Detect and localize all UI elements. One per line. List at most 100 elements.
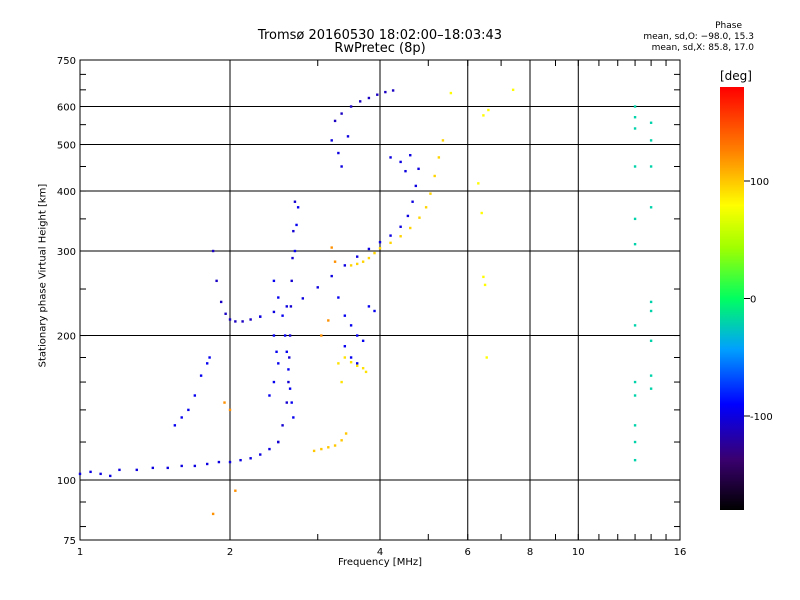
echo-point-e-layer-rise xyxy=(290,279,293,283)
echo-point-upper-f-trace xyxy=(340,112,343,115)
echo-point-mid-echo-cluster xyxy=(343,314,347,317)
echo-point-x-mode-f-trace xyxy=(429,192,432,195)
echo-point-x-mode-mid-cluster xyxy=(340,380,343,384)
echo-point-sparse-column-6mhz xyxy=(480,211,483,215)
echo-point-spread-f-cloud xyxy=(295,223,298,227)
axis-ticks xyxy=(79,59,681,540)
echo-point-x-mode-f-trace xyxy=(378,247,382,250)
echo-point-sparse-column-13mhz xyxy=(633,165,637,168)
y-tick-label: 500 xyxy=(57,141,76,152)
echo-point-x-mode-f-trace xyxy=(424,206,428,209)
echo-point-sparse-column-13mhz xyxy=(633,394,637,397)
echo-point-f-layer-main-trace xyxy=(399,225,402,228)
echo-point-sparse-column-6mhz xyxy=(487,108,490,112)
echo-point-upper-f-cluster xyxy=(346,135,350,138)
echo-point-e-layer-rise xyxy=(288,334,292,337)
echo-point-sparse-column-13mhz xyxy=(633,324,637,327)
echo-point-spread-f-cloud xyxy=(268,394,271,397)
echo-point-f-layer-main-trace xyxy=(406,214,410,218)
echo-point-low-f-patch xyxy=(199,374,203,377)
y-tick-label: 400 xyxy=(57,187,76,198)
echo-point-x-mode-low-trace xyxy=(320,447,323,451)
echo-point-mid-echo-cluster xyxy=(337,296,340,299)
echo-point-upper-f-cluster xyxy=(404,169,407,173)
echo-point-e-layer-trace xyxy=(118,468,121,472)
echo-point-x-mode-mid-cluster xyxy=(337,362,340,365)
echo-point-spread-f-cloud xyxy=(281,314,284,317)
echo-point-e-layer-trace xyxy=(89,470,92,474)
echo-point-isolated-echoes xyxy=(327,319,330,322)
echo-point-e-layer-trace xyxy=(228,460,232,464)
echo-point-x-mode-f-trace xyxy=(409,226,412,230)
echo-point-f1-cusp xyxy=(219,300,223,304)
y-tick-label: 750 xyxy=(57,56,76,67)
echo-point-isolated-echoes xyxy=(234,489,237,492)
echo-point-f1-cusp xyxy=(249,318,252,321)
echo-point-mid-echo-cluster xyxy=(361,339,365,343)
echo-point-spread-f-cloud xyxy=(272,279,276,283)
echo-point-sparse-column-6mhz xyxy=(485,356,488,359)
echo-point-x-mode-mid-cluster xyxy=(364,370,368,374)
colorbar-tick-label: -100 xyxy=(750,412,773,423)
echo-point-x-mode-f-trace xyxy=(433,174,436,178)
echo-point-e-layer-rise xyxy=(277,440,280,444)
phase-colorbar xyxy=(720,87,744,510)
echo-point-low-f-patch xyxy=(173,424,177,427)
echo-point-isolated-echoes xyxy=(330,246,333,249)
echo-point-upper-f-cluster xyxy=(337,151,340,155)
echo-point-sparse-column-6mhz xyxy=(482,275,485,279)
echo-point-e-layer-rise xyxy=(293,200,297,203)
echo-point-sparse-column-13mhz xyxy=(649,206,653,209)
echo-point-upper-f-cluster xyxy=(409,154,412,157)
x-tick-label: 16 xyxy=(674,547,687,558)
chart-subtitle: RwPretec (8p) xyxy=(334,41,426,56)
echo-point-sparse-column-13mhz xyxy=(649,139,653,142)
echo-point-isolated-echoes xyxy=(228,408,232,412)
echo-point-sparse-column-6mhz xyxy=(483,283,487,287)
echo-point-f-layer-main-trace xyxy=(414,184,418,188)
echo-point-x-mode-low-trace xyxy=(340,439,343,442)
echo-point-f-layer-main-trace xyxy=(316,286,319,289)
echo-point-e-layer-trace xyxy=(217,460,221,464)
echo-point-spread-f-cloud xyxy=(272,334,276,337)
echo-point-sparse-column-13mhz xyxy=(633,242,637,246)
echo-point-e-layer-trace xyxy=(78,472,82,476)
y-axis-label: Stationary phase Virtual Height [km] xyxy=(37,183,49,368)
echo-point-sparse-column-13mhz xyxy=(649,121,653,124)
phase-stats-heading: Phase xyxy=(715,21,742,31)
echo-point-x-mode-mid-cluster xyxy=(349,360,353,364)
echo-point-low-f-patch xyxy=(187,408,190,412)
echo-point-upper-f-trace xyxy=(391,89,395,92)
echo-point-e-layer-trace xyxy=(99,472,102,476)
echo-point-x-mode-f-trace xyxy=(355,262,359,266)
echo-point-spread-f-cloud xyxy=(283,334,287,337)
echo-point-f-layer-main-trace xyxy=(389,234,392,237)
echo-point-upper-f-cluster xyxy=(330,139,333,142)
colorbar-ticks: 100 0 -100 xyxy=(744,177,773,423)
echo-point-e-layer-trace xyxy=(259,453,262,456)
x-tick-label: 2 xyxy=(227,547,233,558)
colorbar-tick-label: 0 xyxy=(750,295,756,306)
echo-point-upper-f-cluster xyxy=(340,165,343,168)
echo-point-x-mode-f-trace xyxy=(367,256,371,260)
echo-point-sparse-column-6mhz xyxy=(449,91,453,95)
x-tick-label: 4 xyxy=(377,547,383,558)
echo-point-spread-f-cloud xyxy=(293,249,297,253)
echo-point-x-mode-f-trace xyxy=(361,260,365,263)
echo-point-sparse-column-13mhz xyxy=(633,127,637,130)
echo-point-spread-f-cloud xyxy=(272,380,276,384)
echo-point-upper-f-cluster xyxy=(399,160,402,164)
echo-point-x-mode-low-trace xyxy=(327,446,330,449)
echo-point-mid-echo-cluster xyxy=(355,362,359,365)
echo-point-spread-f-cloud xyxy=(277,296,280,299)
echo-point-sparse-column-6mhz xyxy=(511,88,515,92)
y-tick-label: 300 xyxy=(57,247,76,258)
echo-point-f-layer-main-trace xyxy=(355,255,359,258)
echo-point-sparse-column-13mhz xyxy=(649,339,653,343)
phase-stats-o-mode: mean, sd,O: −98.0, 15.3 xyxy=(643,32,754,42)
echo-point-f-layer-main-trace xyxy=(378,240,382,244)
phase-stats-x-mode: mean, sd,X: 85.8, 17.0 xyxy=(651,43,754,53)
echo-point-f-layer-main-trace xyxy=(285,305,288,308)
echo-point-x-mode-f-trace xyxy=(399,235,402,238)
